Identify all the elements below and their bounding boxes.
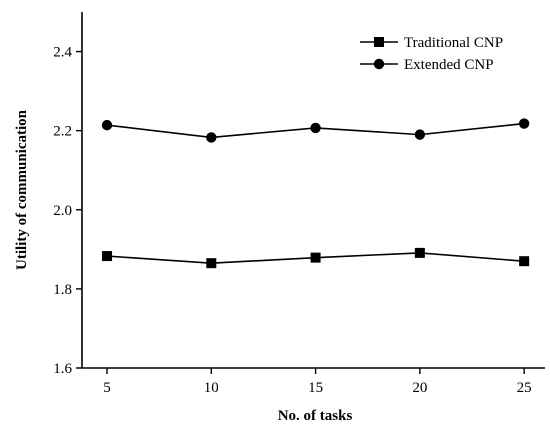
series-layer bbox=[101, 118, 530, 269]
y-tick-label: 2.4 bbox=[53, 45, 72, 61]
data-point bbox=[518, 118, 530, 129]
data-point bbox=[519, 256, 530, 267]
data-point bbox=[414, 247, 425, 258]
x-ticks: 5 10 15 20 25 bbox=[103, 368, 532, 396]
y-tick-label: 2.2 bbox=[53, 124, 72, 140]
y-ticks: 1.6 1.8 2.0 2.2 2.4 bbox=[53, 45, 82, 377]
legend-label: Traditional CNP bbox=[404, 35, 503, 51]
data-point bbox=[101, 119, 113, 131]
data-point bbox=[102, 251, 113, 262]
data-point bbox=[414, 129, 426, 140]
x-tick-label: 10 bbox=[204, 380, 219, 396]
y-tick-label: 2.0 bbox=[53, 203, 72, 219]
data-point bbox=[206, 132, 217, 143]
data-point bbox=[206, 258, 217, 269]
axes bbox=[81, 12, 545, 369]
data-point bbox=[310, 252, 321, 263]
data-point bbox=[310, 122, 321, 134]
x-axis-title: No. of tasks bbox=[278, 408, 353, 424]
x-tick-label: 20 bbox=[412, 380, 427, 396]
legend-marker bbox=[374, 37, 384, 47]
y-axis-title: Utility of communication bbox=[14, 109, 30, 270]
legend-marker bbox=[373, 58, 385, 70]
y-tick-label: 1.8 bbox=[53, 282, 72, 298]
x-tick-label: 25 bbox=[517, 380, 532, 396]
legend-label: Extended CNP bbox=[404, 57, 494, 73]
y-tick-label: 1.6 bbox=[53, 361, 72, 377]
x-tick-label: 5 bbox=[103, 380, 111, 396]
legend: Traditional CNP Extended CNP bbox=[360, 35, 503, 73]
x-tick-label: 15 bbox=[308, 380, 323, 396]
